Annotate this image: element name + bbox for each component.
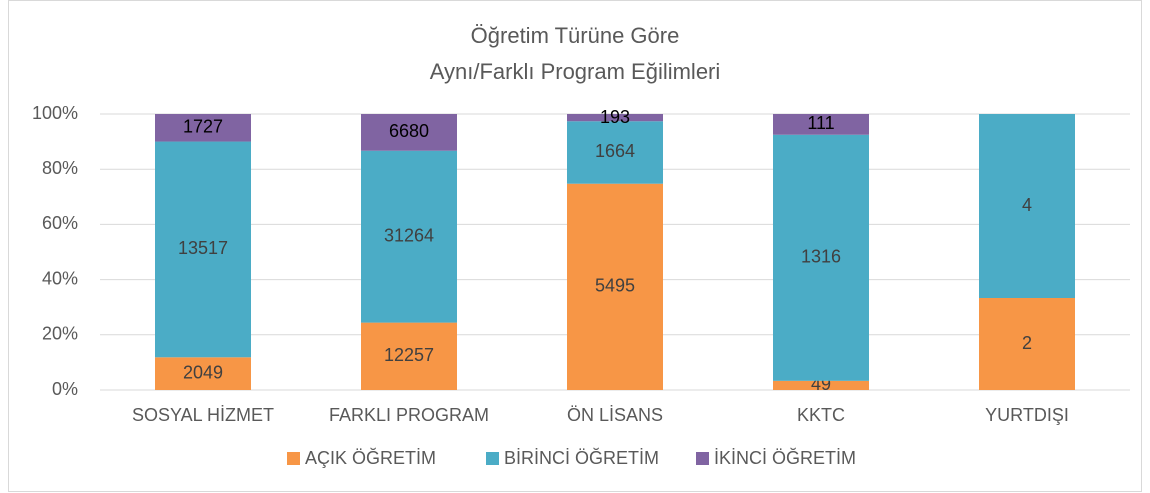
y-tick-label: 40% (42, 268, 78, 288)
bar-segment (155, 141, 251, 358)
bar-segment (773, 380, 869, 390)
x-tick-label: FARKLI PROGRAM (329, 405, 489, 425)
data-label: 2049 (183, 362, 223, 382)
bar-segment (361, 150, 457, 323)
legend-marker (287, 452, 300, 465)
bar-segment (155, 114, 251, 142)
legend-label: BİRİNCİ ÖĞRETİM (504, 447, 659, 468)
bar-segment (773, 134, 869, 381)
data-label: 1664 (595, 141, 635, 161)
data-label: 31264 (384, 225, 434, 245)
bar-segment (979, 298, 1075, 390)
legend-label: AÇIK ÖĞRETİM (305, 447, 436, 468)
bar-segment (979, 114, 1075, 298)
data-label: 12257 (384, 345, 434, 365)
data-label: 13517 (178, 238, 228, 258)
x-tick-label: SOSYAL HİZMET (132, 405, 274, 425)
y-tick-label: 0% (52, 379, 78, 399)
data-label: 1316 (801, 247, 841, 267)
chart-subtitle: Aynı/Farklı Program Eğilimleri (430, 59, 721, 84)
x-tick-label: ÖN LİSANS (567, 405, 663, 425)
bar-segment (567, 121, 663, 184)
y-tick-label: 20% (42, 324, 78, 344)
legend-label: İKİNCİ ÖĞRETİM (714, 447, 856, 468)
bar-segment (567, 183, 663, 390)
data-label: 111 (807, 113, 834, 133)
legend-marker (486, 452, 499, 465)
y-tick-label: 80% (42, 158, 78, 178)
data-label: 1727 (183, 117, 223, 137)
bar-segment (155, 357, 251, 390)
bar-segment (773, 114, 869, 135)
bar-segment (361, 114, 457, 151)
data-label: 2 (1022, 333, 1032, 353)
x-tick-label: YURTDIŞI (985, 405, 1069, 425)
data-label: 5495 (595, 276, 635, 296)
legend-marker (696, 452, 709, 465)
x-tick-label: KKTC (797, 405, 845, 425)
bar-segment (567, 114, 663, 122)
data-label: 4 (1022, 195, 1032, 215)
chart-title: Öğretim Türüne Göre (471, 23, 680, 48)
y-tick-label: 60% (42, 213, 78, 233)
bar-segment (361, 322, 457, 390)
y-tick-label: 100% (32, 103, 78, 123)
data-label: 6680 (389, 121, 429, 141)
data-label: 193 (600, 107, 630, 127)
